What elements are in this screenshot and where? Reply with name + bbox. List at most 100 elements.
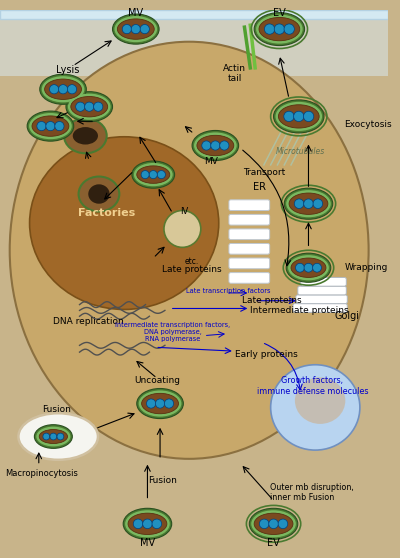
- Text: Lysis: Lysis: [56, 65, 80, 75]
- Ellipse shape: [304, 199, 313, 209]
- Ellipse shape: [164, 210, 201, 247]
- Bar: [0, 9, 388, 76]
- Ellipse shape: [34, 425, 72, 449]
- Ellipse shape: [220, 141, 229, 150]
- Ellipse shape: [29, 113, 72, 139]
- Ellipse shape: [132, 161, 175, 188]
- Ellipse shape: [32, 116, 69, 136]
- Ellipse shape: [143, 519, 152, 528]
- Ellipse shape: [249, 508, 298, 540]
- Text: ER: ER: [254, 182, 266, 192]
- Ellipse shape: [194, 132, 237, 158]
- Text: MV: MV: [128, 8, 143, 18]
- Ellipse shape: [125, 510, 170, 537]
- Ellipse shape: [271, 365, 360, 450]
- Ellipse shape: [278, 519, 288, 528]
- FancyBboxPatch shape: [301, 277, 346, 286]
- Ellipse shape: [294, 111, 304, 122]
- Ellipse shape: [36, 427, 70, 446]
- Ellipse shape: [39, 430, 68, 444]
- Ellipse shape: [50, 85, 59, 94]
- Ellipse shape: [286, 190, 331, 217]
- Text: Macropinocytosis: Macropinocytosis: [5, 469, 78, 478]
- Ellipse shape: [134, 163, 173, 186]
- Ellipse shape: [313, 199, 323, 209]
- Ellipse shape: [58, 85, 68, 94]
- Ellipse shape: [291, 258, 326, 277]
- Ellipse shape: [46, 122, 55, 131]
- Ellipse shape: [42, 76, 84, 102]
- Text: Late transcription factors: Late transcription factors: [186, 288, 271, 294]
- Text: Wrapping: Wrapping: [344, 263, 388, 272]
- Ellipse shape: [76, 102, 85, 111]
- Text: Actin
tail: Actin tail: [223, 64, 246, 84]
- FancyBboxPatch shape: [293, 304, 347, 312]
- FancyBboxPatch shape: [296, 295, 347, 304]
- Ellipse shape: [202, 141, 211, 150]
- Text: Microtubules: Microtubules: [276, 147, 325, 156]
- Ellipse shape: [289, 193, 328, 214]
- FancyBboxPatch shape: [229, 229, 270, 239]
- Ellipse shape: [211, 141, 220, 150]
- Ellipse shape: [276, 102, 322, 131]
- Ellipse shape: [55, 122, 64, 131]
- Ellipse shape: [128, 513, 167, 535]
- Ellipse shape: [94, 102, 103, 111]
- Text: Fusion: Fusion: [42, 405, 71, 414]
- Text: Transport: Transport: [243, 168, 285, 177]
- Ellipse shape: [269, 519, 278, 528]
- Ellipse shape: [197, 136, 234, 156]
- FancyBboxPatch shape: [229, 214, 270, 225]
- Text: etc.: etc.: [185, 257, 199, 266]
- Ellipse shape: [139, 391, 182, 417]
- FancyBboxPatch shape: [229, 200, 270, 210]
- Ellipse shape: [85, 102, 94, 111]
- Text: Growth factors,
immune defense molecules: Growth factors, immune defense molecules: [257, 377, 368, 396]
- Ellipse shape: [295, 377, 345, 424]
- Ellipse shape: [78, 176, 119, 211]
- Ellipse shape: [141, 171, 149, 179]
- Ellipse shape: [27, 111, 74, 141]
- Ellipse shape: [152, 519, 162, 528]
- Text: Intermediate proteins: Intermediate proteins: [250, 306, 349, 315]
- Ellipse shape: [264, 24, 275, 34]
- Text: Factories: Factories: [78, 208, 135, 218]
- FancyBboxPatch shape: [229, 273, 270, 283]
- Ellipse shape: [288, 255, 329, 280]
- Ellipse shape: [256, 15, 303, 44]
- Text: Golgi: Golgi: [335, 311, 360, 321]
- Ellipse shape: [149, 171, 157, 179]
- Ellipse shape: [137, 388, 183, 418]
- Ellipse shape: [133, 519, 143, 528]
- Ellipse shape: [164, 399, 174, 408]
- Ellipse shape: [304, 263, 313, 272]
- Ellipse shape: [71, 97, 108, 117]
- Text: Exocytosis: Exocytosis: [344, 119, 392, 129]
- Ellipse shape: [192, 131, 239, 161]
- Ellipse shape: [274, 24, 284, 34]
- Bar: [0, 9, 388, 20]
- Text: Uncoating: Uncoating: [134, 376, 180, 385]
- FancyBboxPatch shape: [229, 243, 270, 254]
- Ellipse shape: [296, 263, 304, 272]
- Text: EV: EV: [273, 8, 286, 18]
- Ellipse shape: [50, 433, 57, 440]
- Ellipse shape: [284, 188, 333, 219]
- Ellipse shape: [114, 16, 157, 42]
- Text: EV: EV: [267, 538, 280, 548]
- Ellipse shape: [68, 85, 77, 94]
- Text: Intermediate transcription factors,
DNA polymerase,
RNA polymerase: Intermediate transcription factors, DNA …: [115, 322, 230, 341]
- Text: Early proteins: Early proteins: [235, 349, 298, 359]
- FancyBboxPatch shape: [229, 258, 270, 269]
- Ellipse shape: [40, 74, 86, 104]
- Text: Late proteins: Late proteins: [242, 296, 302, 305]
- Text: Fusion: Fusion: [148, 475, 178, 485]
- Text: IV: IV: [180, 207, 188, 216]
- Ellipse shape: [254, 13, 304, 46]
- Ellipse shape: [284, 111, 294, 122]
- Ellipse shape: [64, 118, 107, 153]
- Ellipse shape: [66, 92, 112, 122]
- Ellipse shape: [57, 433, 64, 440]
- Ellipse shape: [259, 17, 300, 41]
- Ellipse shape: [68, 94, 110, 120]
